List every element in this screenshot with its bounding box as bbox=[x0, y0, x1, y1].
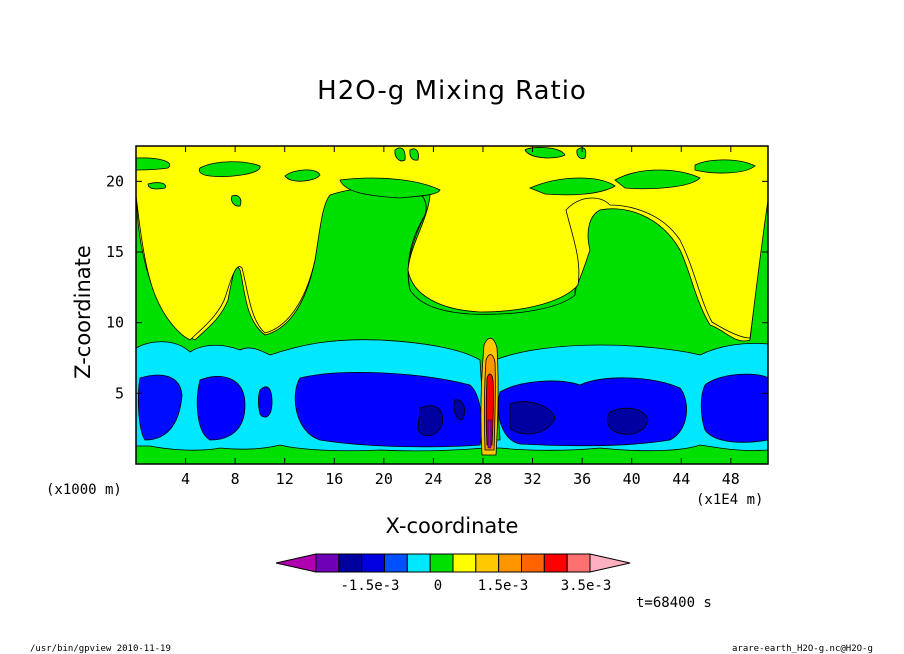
x-tick-label: 24 bbox=[424, 470, 442, 488]
colorbar-label: 0 bbox=[434, 578, 442, 594]
colorbar-high-arrow bbox=[589, 553, 631, 573]
contour-field bbox=[136, 146, 768, 464]
y-tick-label: 5 bbox=[115, 384, 124, 402]
colorbar-cell bbox=[452, 553, 477, 573]
colorbar-cell bbox=[543, 553, 568, 573]
colorbar-label: -1.5e-3 bbox=[340, 578, 399, 594]
x-tick-label: 12 bbox=[276, 470, 294, 488]
x-tick-label: 48 bbox=[722, 470, 740, 488]
colorbar-label: 1.5e-3 bbox=[478, 578, 529, 594]
y-tick-label: 15 bbox=[106, 243, 124, 261]
x-tick-label: 40 bbox=[623, 470, 641, 488]
y-axis-label: Z-coordinate bbox=[71, 245, 95, 379]
colorbar-label: 3.5e-3 bbox=[561, 578, 612, 594]
plot-frame bbox=[135, 145, 769, 465]
x-tick-label: 16 bbox=[325, 470, 343, 488]
x-tick-label: 20 bbox=[375, 470, 393, 488]
footer-right: arare-earth_H2O-g.nc@H2O-g bbox=[732, 644, 873, 654]
x-axis-label: X-coordinate bbox=[385, 514, 519, 538]
y-tick-label: 20 bbox=[106, 172, 124, 190]
colorbar-low-arrow bbox=[275, 553, 317, 573]
colorbar-cell bbox=[521, 553, 545, 573]
x-tick-label: 44 bbox=[672, 470, 690, 488]
field-blue-band bbox=[138, 374, 183, 441]
colorbar-cell bbox=[475, 553, 500, 573]
field-yellow-center bbox=[136, 146, 768, 341]
x-tick-label: 36 bbox=[573, 470, 591, 488]
chart-title: H2O-g Mixing Ratio bbox=[317, 76, 587, 106]
time-label: t=68400 s bbox=[636, 595, 712, 611]
x-tick-label: 8 bbox=[231, 470, 240, 488]
colorbar-cell bbox=[406, 553, 431, 573]
colorbar-cell bbox=[361, 553, 385, 573]
colorbar-cell bbox=[429, 553, 454, 573]
x-tick-label: 32 bbox=[524, 470, 542, 488]
y-axis: 5 10 15 20 bbox=[106, 172, 768, 402]
colorbar-cell bbox=[338, 553, 363, 573]
x-tick-label: 4 bbox=[181, 470, 190, 488]
x-axis: 4 8 12 16 20 24 28 32 36 40 44 48 bbox=[181, 146, 740, 488]
y-tick-label: 10 bbox=[106, 314, 124, 332]
colorbar-cell bbox=[384, 553, 408, 573]
colorbar: -1.5e-3 0 1.5e-3 3.5e-3 bbox=[275, 553, 631, 594]
x-tick-label: 28 bbox=[474, 470, 492, 488]
colorbar-cell bbox=[498, 553, 522, 573]
footer-left: /usr/bin/gpview 2010-11-19 bbox=[30, 644, 171, 654]
x-scale-note: (x1E4 m) bbox=[696, 492, 764, 508]
x-unit-label: (x1000 m) bbox=[46, 482, 122, 498]
colorbar-cell bbox=[315, 553, 340, 573]
colorbar-cell bbox=[566, 553, 591, 573]
